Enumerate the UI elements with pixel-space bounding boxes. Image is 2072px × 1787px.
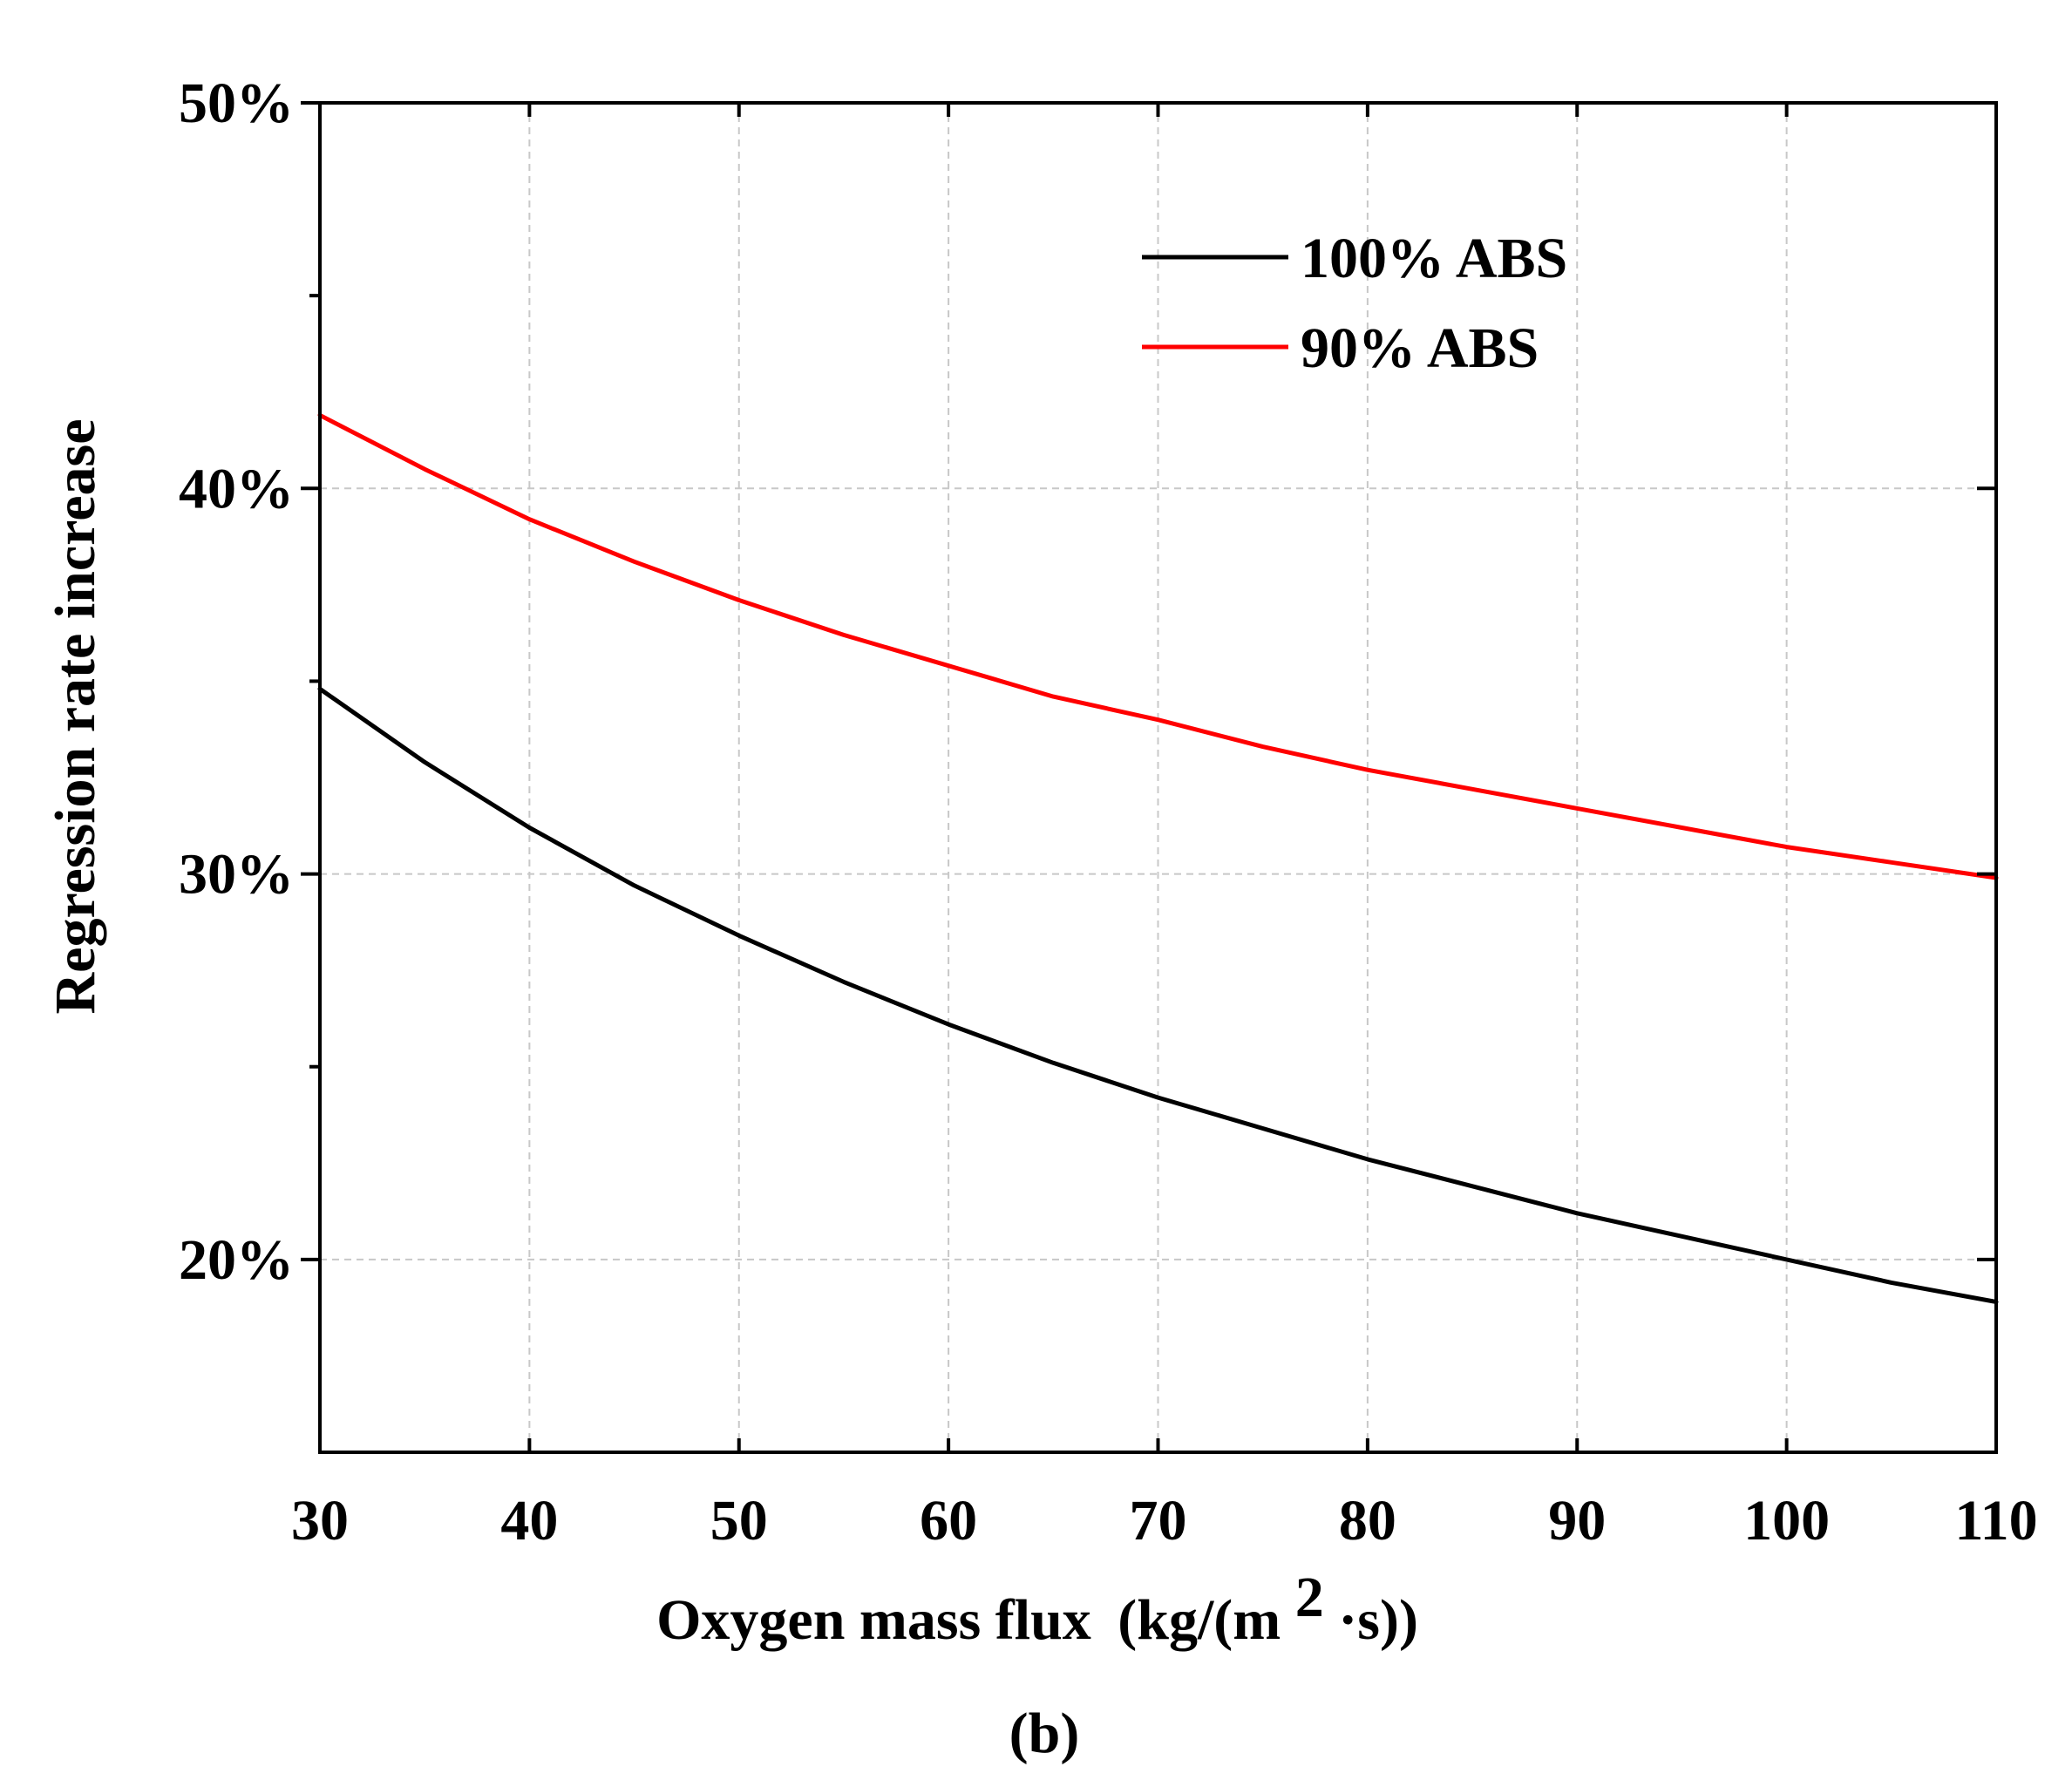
series-line-90-abs [317,412,1999,880]
plot-series [317,412,1999,1304]
x-axis-unit-superscript: 2 [1295,1566,1324,1629]
x-tick-label: 80 [1339,1489,1396,1553]
legend: 100% ABS 90% ABS [1142,227,1567,380]
x-tick-label: 50 [710,1489,768,1553]
y-tick-label: 50% [179,71,294,135]
x-tick-label: 90 [1548,1489,1606,1553]
y-axis-title: Regression rate increase [44,418,107,1014]
x-axis-unit-prefix: (kg/(m [1118,1588,1281,1652]
x-tick-label: 30 [291,1489,349,1553]
x-axis-title: Oxygen mass flux (kg/(m 2 ·s)) [656,1566,1418,1652]
x-axis-title-main: Oxygen mass flux [656,1588,1091,1652]
legend-label-90-abs: 90% ABS [1301,316,1539,380]
x-tick-label: 100 [1743,1489,1830,1553]
y-axis-tick-labels: 20% 30% 40% 50% [179,71,294,1292]
x-tick-label: 60 [920,1489,977,1553]
x-tick-label: 110 [1954,1489,2037,1553]
panel-label: (b) [1009,1702,1080,1765]
series-line-100-abs [317,686,1999,1304]
legend-label-100-abs: 100% ABS [1301,227,1567,290]
grid-lines [320,103,1996,1452]
y-tick-label: 40% [179,457,294,520]
x-axis-unit-suffix: ·s)) [1338,1588,1418,1652]
y-tick-label: 20% [179,1228,294,1292]
x-axis-tick-labels: 30 40 50 60 70 80 90 100 110 [291,1489,2038,1553]
y-tick-label: 30% [179,843,294,907]
x-tick-label: 40 [500,1489,558,1553]
axis-ticks [301,101,1998,1452]
x-tick-label: 70 [1130,1489,1187,1553]
